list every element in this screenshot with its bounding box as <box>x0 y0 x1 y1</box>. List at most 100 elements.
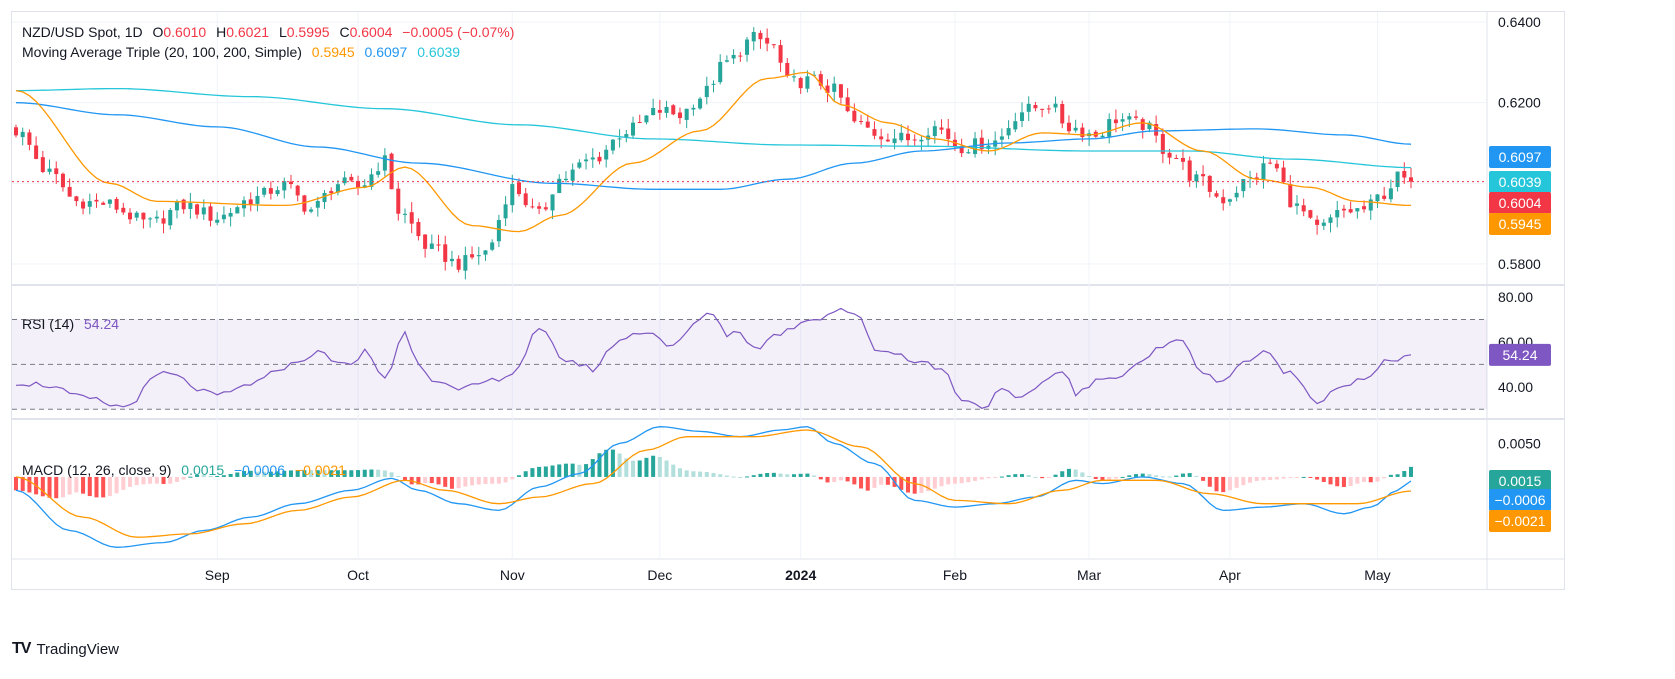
candle-body <box>610 139 615 151</box>
macd-histogram-bar <box>208 476 213 478</box>
time-axis-label: 2024 <box>785 567 816 583</box>
candle-body <box>832 83 837 92</box>
rsi-title[interactable]: RSI (14) <box>22 316 75 332</box>
macd-histogram-bar <box>470 476 475 486</box>
ohlc-close: C0.6004 <box>339 24 393 40</box>
candle-body <box>20 131 25 138</box>
macd-histogram-bar <box>1328 476 1333 485</box>
macd-histogram-bar <box>597 453 602 477</box>
candle-body <box>1013 121 1018 130</box>
macd-histogram-bar <box>168 476 173 484</box>
macd-histogram-bar <box>436 476 441 485</box>
ma20-value: 0.5945 <box>311 44 355 60</box>
candle-body <box>34 145 39 159</box>
macd-histogram-bar <box>798 473 803 477</box>
macd-histogram-bar <box>423 476 428 483</box>
candle-body <box>60 173 65 188</box>
macd-histogram-bar <box>838 476 843 481</box>
candle-body <box>1046 108 1051 110</box>
macd-title[interactable]: MACD (12, 26, close, 9) <box>22 462 172 478</box>
candle-body <box>704 85 709 98</box>
candle-body <box>496 220 501 242</box>
macd-histogram-bar <box>879 476 884 485</box>
macd-histogram-bar <box>288 470 293 477</box>
time-axis-label: Dec <box>647 567 672 583</box>
macd-hist-value: 0.0015 <box>181 462 225 478</box>
candle-body <box>463 255 468 271</box>
macd-histogram-bar <box>490 476 495 484</box>
macd-histogram-bar <box>248 470 253 477</box>
ma-legend: Moving Average Triple (20, 100, 200, Sim… <box>22 44 466 60</box>
candle-body <box>302 195 307 212</box>
candle-body <box>1100 135 1105 138</box>
candle-body <box>81 201 86 209</box>
macd-histogram-bar <box>188 476 193 478</box>
candle-body <box>490 242 495 250</box>
macd-histogram-bar <box>1241 476 1246 486</box>
macd-histogram-bar <box>369 469 374 477</box>
tradingview-logo[interactable]: TV TradingView <box>12 640 119 658</box>
candle-body <box>1227 199 1232 202</box>
macd-histogram-bar <box>1174 475 1179 477</box>
macd-histogram-bar <box>999 476 1004 478</box>
macd-histogram-bar <box>872 476 877 488</box>
symbol-title[interactable]: NZD/USD Spot, 1D <box>22 24 143 40</box>
candle-body <box>724 60 729 62</box>
candle-body <box>1328 217 1333 223</box>
macd-badge <box>1489 470 1551 492</box>
macd-histogram-bar <box>262 471 267 477</box>
macd-histogram-bar <box>483 476 488 484</box>
candle-body <box>1308 210 1313 218</box>
candle-body <box>523 193 528 206</box>
macd-histogram-bar <box>771 472 776 477</box>
ma-title[interactable]: Moving Average Triple (20, 100, 200, Sim… <box>22 44 302 60</box>
candle-body <box>1180 158 1185 162</box>
candle-body <box>905 133 911 141</box>
candle-body <box>557 178 562 193</box>
macd-histogram-bar <box>905 476 911 493</box>
candle-body <box>677 112 682 119</box>
macd-histogram-bar <box>563 463 568 477</box>
candle-body <box>221 214 226 220</box>
candle-body <box>543 207 548 210</box>
macd-histogram-bar <box>463 476 468 487</box>
candle-body <box>1274 163 1279 169</box>
candle-body <box>651 108 656 116</box>
macd-histogram-bar <box>128 476 133 487</box>
macd-histogram-bar <box>161 476 166 484</box>
macd-histogram-bar <box>1046 476 1051 478</box>
macd-histogram-bar <box>60 476 65 498</box>
candle-body <box>1261 163 1266 180</box>
macd-histogram-bar <box>1375 476 1380 482</box>
macd-histogram-bar <box>309 470 314 477</box>
macd-histogram-bar <box>523 471 528 477</box>
candle-body <box>255 195 260 204</box>
candle-body <box>87 201 92 207</box>
candle-body <box>1395 171 1400 188</box>
macd-histogram-bar <box>631 460 636 477</box>
time-axis-label: Feb <box>943 567 967 583</box>
macd-histogram-bar <box>1006 475 1011 477</box>
price-badge <box>1489 192 1551 214</box>
candle-body <box>617 138 622 140</box>
macd-histogram-bar <box>657 456 662 477</box>
macd-histogram-bar <box>1355 476 1360 484</box>
macd-histogram-bar <box>1368 476 1373 483</box>
macd-histogram-bar <box>443 476 448 487</box>
candle-body <box>751 31 756 42</box>
candle-body <box>168 210 173 226</box>
candle-body <box>1341 208 1346 211</box>
macd-histogram-bar <box>812 475 817 477</box>
candle-body <box>731 54 736 59</box>
macd-histogram-bar <box>1268 476 1273 481</box>
macd-histogram-bar <box>302 470 307 477</box>
macd-histogram-bar <box>456 476 461 489</box>
candle-body <box>570 169 575 181</box>
macd-histogram-bar <box>952 476 957 484</box>
candle-body <box>1335 210 1340 218</box>
candle-body <box>362 185 367 188</box>
candle-body <box>288 181 293 185</box>
macd-histogram-bar <box>1154 475 1159 477</box>
macd-histogram-bar <box>691 471 696 477</box>
macd-histogram-bar <box>349 470 354 477</box>
